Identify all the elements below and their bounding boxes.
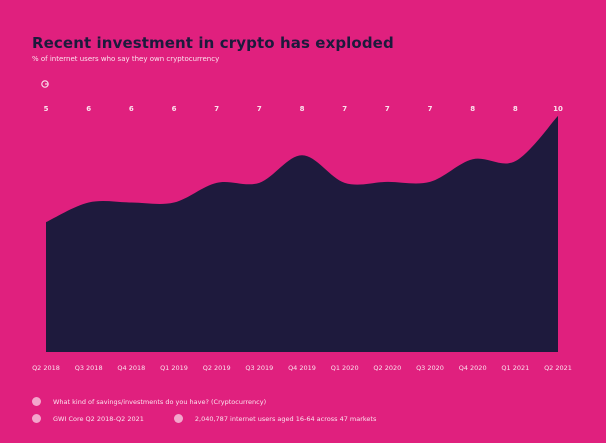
x-tick-label: Q1 2019 (160, 364, 188, 372)
x-tick-label: Q3 2020 (416, 364, 444, 372)
x-tick-label: Q1 2021 (501, 364, 529, 372)
chart-subtitle: % of internet users who say they own cry… (32, 55, 220, 63)
question-text: What kind of savings/investments do you … (53, 397, 267, 406)
legend-question: What kind of savings/investments do you … (32, 397, 266, 406)
value-label: 7 (385, 105, 390, 113)
value-label: 5 (44, 105, 49, 113)
value-label: 6 (172, 105, 177, 113)
x-tick-label: Q2 2018 (32, 364, 60, 372)
legend-source: GWI Core Q2 2018-Q2 2021 2,040,787 inter… (32, 414, 376, 423)
x-tick-label: Q4 2020 (459, 364, 487, 372)
value-label: 6 (86, 105, 91, 113)
value-label: 8 (513, 105, 518, 113)
x-tick-label: Q2 2021 (544, 364, 572, 372)
x-axis-ticks: Q2 2018 Q3 2018 Q4 2018 Q1 2019 Q2 2019 Q3 20… (32, 364, 572, 372)
value-label: 10 (553, 105, 563, 113)
sample-text: 2,040,787 internet users aged 16-64 acro… (194, 414, 377, 423)
value-label: 7 (214, 105, 219, 113)
x-tick-label: Q4 2019 (288, 364, 316, 372)
value-labels: 5 6 6 6 7 7 8 7 7 7 8 8 10 (44, 105, 563, 113)
chart-title: Recent investment in crypto has exploded (32, 34, 394, 52)
x-tick-label: Q4 2018 (117, 364, 145, 372)
value-label: 7 (428, 105, 433, 113)
value-label: 6 (129, 105, 134, 113)
value-label: 7 (342, 105, 347, 113)
x-tick-label: Q3 2018 (75, 364, 103, 372)
x-tick-label: Q1 2020 (331, 364, 359, 372)
value-label: 7 (257, 105, 262, 113)
value-label: 8 (470, 105, 475, 113)
gwi-logo-icon (41, 80, 49, 88)
x-tick-label: Q2 2020 (373, 364, 401, 372)
x-tick-label: Q3 2019 (245, 364, 273, 372)
question-dot-icon (32, 397, 41, 406)
sample-dot-icon (173, 414, 183, 423)
value-label: 8 (300, 105, 305, 113)
x-tick-label: Q2 2019 (203, 364, 231, 372)
area-series (46, 115, 558, 353)
source-dot-icon (32, 414, 41, 423)
source-text: GWI Core Q2 2018-Q2 2021 (53, 414, 144, 423)
